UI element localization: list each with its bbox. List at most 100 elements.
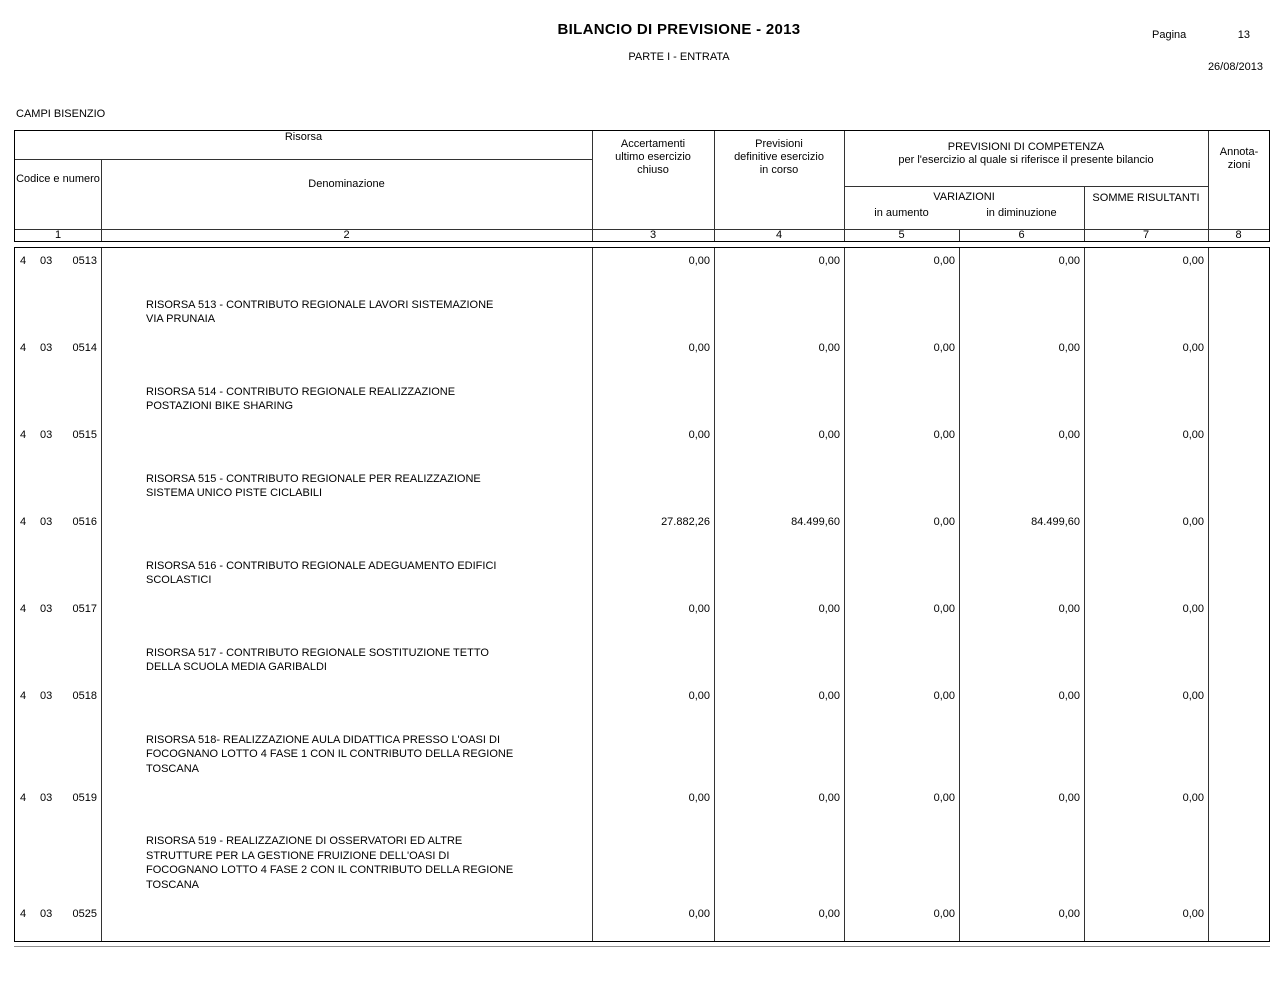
- row-code-cell: 4 03 0515: [15, 428, 101, 515]
- row-value-variazioni-diminuzione: 0,00: [1058, 907, 1080, 920]
- row-value-accertamenti: 0,00: [688, 603, 710, 615]
- row-code-number: 0519: [72, 791, 97, 804]
- divider-line: [959, 229, 960, 241]
- row-annotazioni-cell: [1208, 907, 1269, 942]
- row-annotazioni-cell: [1208, 689, 1269, 791]
- row-value-previsioni-definitive: 0,00: [818, 255, 840, 267]
- row-code-title: 4: [20, 907, 27, 920]
- row-code-title: 4: [20, 516, 27, 528]
- header-previsioni-competenza-sub: per l'esercizio al quale si riferisce il…: [898, 154, 1154, 166]
- row-code-title: 4: [20, 342, 27, 354]
- row-value-variazioni-diminuzione: 0,00: [1058, 690, 1080, 702]
- row-denominazione-cell: RISORSA 518- REALIZZAZIONE AULA DIDATTIC…: [101, 689, 592, 791]
- table-header: Risorsa Codice e numero Denominazione Ac…: [14, 130, 1270, 242]
- column-divider: [714, 248, 715, 941]
- row-annotazioni-cell: [1208, 602, 1269, 689]
- row-value-previsioni-definitive: 0,00: [818, 690, 840, 702]
- column-number-1: 1: [54, 229, 62, 241]
- row-value-previsioni-definitive: 0,00: [818, 907, 840, 920]
- row-value-variazioni-diminuzione: 0,00: [1058, 342, 1080, 354]
- row-description: RISORSA 518- REALIZZAZIONE AULA DIDATTIC…: [146, 733, 514, 775]
- table-body: 4 03 0513 RISORSA 513 - CONTRIBUTO REGIO…: [14, 247, 1270, 942]
- column-number-5: 5: [898, 229, 905, 241]
- row-annotazioni-cell: [1208, 428, 1269, 515]
- header-codice-e-numero: Codice e numero: [16, 173, 100, 185]
- column-divider: [592, 248, 593, 941]
- header-previsioni-competenza: PREVISIONI DI COMPETENZA per l'esercizio…: [844, 131, 1208, 186]
- row-value-previsioni-definitive: 0,00: [818, 603, 840, 615]
- row-denominazione-cell: RISORSA 514 - CONTRIBUTO REGIONALE REALI…: [101, 341, 592, 428]
- page-title: BILANCIO DI PREVISIONE - 2013: [557, 21, 801, 38]
- column-divider: [1084, 248, 1085, 941]
- row-value-previsioni-definitive: 0,00: [818, 791, 840, 804]
- header-previsioni-competenza-title: PREVISIONI DI COMPETENZA: [947, 141, 1105, 153]
- divider-line: [714, 131, 715, 241]
- row-value-somme-risultanti: 0,00: [1182, 255, 1204, 267]
- column-number-8: 8: [1235, 229, 1242, 241]
- row-code-number: 0514: [72, 342, 97, 354]
- row-denominazione-cell: RISORSA 516 - CONTRIBUTO REGIONALE ADEGU…: [101, 515, 592, 602]
- row-denominazione-cell: RISORSA 515 - CONTRIBUTO REGIONALE PER R…: [101, 428, 592, 515]
- row-code-number: 0515: [72, 429, 97, 441]
- row-value-somme-risultanti: 0,00: [1182, 907, 1204, 920]
- row-code-title: 4: [20, 429, 27, 441]
- row-code-number: 0518: [72, 690, 97, 702]
- row-value-somme-risultanti: 0,00: [1182, 429, 1204, 441]
- table-row: 4 03 0525 RISORSA 525 - CONTRIBUTO DELLA…: [15, 907, 1269, 942]
- column-number-7: 7: [1142, 229, 1150, 241]
- row-value-variazioni-aumento: 0,00: [933, 603, 955, 615]
- table-row: 4 03 0518 RISORSA 518- REALIZZAZIONE AUL…: [15, 689, 1269, 791]
- row-annotazioni-cell: [1208, 791, 1269, 907]
- row-value-accertamenti: 27.882,26: [661, 516, 710, 528]
- row-value-variazioni-aumento: 0,00: [933, 690, 955, 702]
- row-value-variazioni-diminuzione: 0,00: [1058, 429, 1080, 441]
- row-value-accertamenti: 0,00: [688, 690, 710, 702]
- column-number-2: 2: [343, 229, 350, 241]
- row-code-number: 0525: [72, 907, 97, 920]
- row-description: RISORSA 514 - CONTRIBUTO REGIONALE REALI…: [146, 385, 456, 413]
- row-description: RISORSA 517 - CONTRIBUTO REGIONALE SOSTI…: [146, 646, 489, 674]
- row-value-variazioni-diminuzione: 0,00: [1058, 603, 1080, 615]
- page-number-value: 13: [1237, 29, 1250, 41]
- row-denominazione-cell: RISORSA 525 - CONTRIBUTO DELLA REGIONE T…: [101, 907, 592, 942]
- header-previsioni-definitive: Previsioni definitive esercizio in corso: [734, 138, 824, 176]
- divider-line: [592, 131, 593, 241]
- divider-line: [1208, 131, 1209, 241]
- row-code-category: 03: [40, 791, 53, 804]
- column-number-4: 4: [775, 229, 783, 241]
- row-value-previsioni-definitive: 84.499,60: [791, 516, 840, 528]
- page-number-label: Pagina: [1152, 29, 1187, 41]
- row-value-accertamenti: 0,00: [688, 255, 710, 267]
- row-value-variazioni-diminuzione: 0,00: [1058, 791, 1080, 804]
- header-accertamenti: Accertamenti ultimo esercizio chiuso: [615, 138, 691, 176]
- row-annotazioni-cell: [1208, 515, 1269, 602]
- row-value-variazioni-aumento: 0,00: [933, 429, 955, 441]
- document-date: 26/08/2013: [1207, 61, 1263, 73]
- header-risorsa: Risorsa: [284, 131, 323, 143]
- divider-line: [844, 186, 1208, 187]
- row-code-cell: 4 03 0525: [15, 907, 101, 942]
- header-somme-risultanti: SOMME RISULTANTI: [1092, 192, 1200, 204]
- row-value-variazioni-aumento: 0,00: [933, 255, 955, 267]
- row-value-variazioni-diminuzione: 0,00: [1058, 255, 1080, 267]
- row-value-accertamenti: 0,00: [688, 342, 710, 354]
- row-code-title: 4: [20, 690, 27, 702]
- row-description: RISORSA 513 - CONTRIBUTO REGIONALE LAVOR…: [146, 298, 494, 326]
- column-divider: [101, 248, 102, 941]
- row-denominazione-cell: RISORSA 519 - REALIZZAZIONE DI OSSERVATO…: [101, 791, 592, 907]
- row-code-number: 0516: [72, 516, 97, 528]
- row-code-cell: 4 03 0518: [15, 689, 101, 791]
- divider-line: [15, 229, 1269, 230]
- row-value-variazioni-diminuzione: 84.499,60: [1031, 516, 1080, 528]
- divider-line: [101, 159, 102, 241]
- row-value-accertamenti: 0,00: [688, 791, 710, 804]
- row-value-variazioni-aumento: 0,00: [933, 907, 955, 920]
- table-row: 4 03 0516 RISORSA 516 - CONTRIBUTO REGIO…: [15, 515, 1269, 602]
- row-code-cell: 4 03 0517: [15, 602, 101, 689]
- row-description: RISORSA 515 - CONTRIBUTO REGIONALE PER R…: [146, 472, 481, 500]
- row-description: RISORSA 519 - REALIZZAZIONE DI OSSERVATO…: [146, 835, 514, 891]
- row-code-cell: 4 03 0514: [15, 341, 101, 428]
- page-subtitle: PARTE I - ENTRATA: [628, 51, 730, 63]
- row-value-previsioni-definitive: 0,00: [818, 429, 840, 441]
